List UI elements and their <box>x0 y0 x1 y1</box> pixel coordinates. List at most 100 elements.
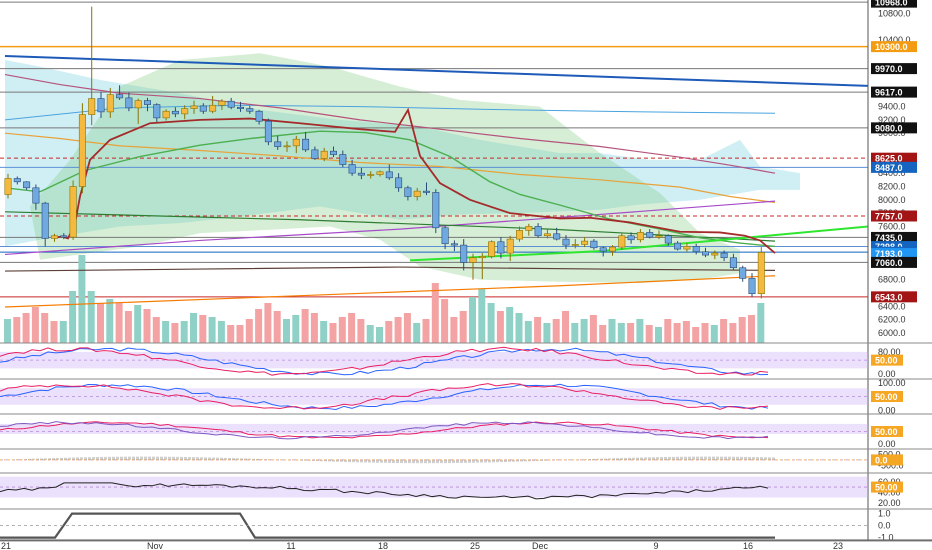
candle-body <box>441 227 449 245</box>
histogram-bar <box>324 459 327 462</box>
volume-bar <box>97 303 104 343</box>
volume-bar <box>22 313 30 343</box>
candle-body <box>171 110 179 115</box>
candle-body <box>32 187 40 204</box>
volume-bar <box>301 309 309 343</box>
candle-body <box>581 240 589 245</box>
candle-body <box>413 190 421 197</box>
volume-bar <box>487 303 495 343</box>
x-tick-label: 23 <box>833 541 843 550</box>
histogram-bar <box>716 456 719 460</box>
volume-bar <box>255 309 263 343</box>
histogram-bar <box>528 459 531 462</box>
signal-step-line <box>0 512 775 539</box>
price-label-box <box>871 291 917 303</box>
volume-bar <box>357 319 365 343</box>
histogram-bar <box>612 458 615 460</box>
histogram-bar <box>224 457 227 460</box>
histogram-bar <box>176 456 179 460</box>
histogram-bar <box>508 459 511 462</box>
histogram-bar <box>724 456 727 460</box>
histogram-bar <box>28 458 31 460</box>
price-label-text: 9970.0 <box>875 64 903 74</box>
volume-bar <box>422 319 430 343</box>
histogram-bar <box>344 459 347 462</box>
histogram-bar <box>244 458 247 460</box>
candle-body <box>13 178 21 183</box>
histogram-bar <box>24 459 27 460</box>
volume-bar <box>571 323 579 343</box>
candle-body <box>674 242 682 250</box>
price-label-box <box>871 241 917 253</box>
volume-bar <box>50 321 58 343</box>
y-tick-label: 10400.0 <box>878 35 911 45</box>
volume-bar <box>543 323 551 343</box>
volume-bar <box>283 319 290 343</box>
x-tick-label: 18 <box>378 541 388 550</box>
volume-bar <box>664 319 672 343</box>
x-tick-label: Nov <box>147 541 164 550</box>
histogram-bar <box>704 456 707 460</box>
price-label-text: 8625.0 <box>875 154 903 164</box>
price-label-text: 6543.0 <box>875 292 903 302</box>
price-label-text: 10968.0 <box>875 0 908 8</box>
histogram-bar <box>116 456 119 460</box>
histogram-bar <box>160 456 163 460</box>
histogram-bar <box>452 459 455 464</box>
volume-bar <box>217 321 225 343</box>
volume-bar <box>366 325 374 343</box>
histogram-bar <box>408 459 411 464</box>
histogram-bar <box>400 459 403 464</box>
histogram-bar <box>596 458 599 460</box>
price-label: 8625.0 <box>871 152 917 164</box>
candle-body <box>757 252 765 295</box>
volume-bar <box>599 325 607 343</box>
histogram-bar <box>516 459 519 462</box>
histogram-bar <box>36 458 39 460</box>
osc-tick-label: 100.00 <box>878 378 906 388</box>
candle-body <box>153 104 161 119</box>
histogram-bar <box>100 456 103 460</box>
osc-tick-label: 0.00 <box>878 439 896 449</box>
histogram-bar <box>396 459 399 464</box>
purple-trend-line <box>4 200 776 256</box>
histogram-bar <box>376 459 379 463</box>
histogram-bar <box>40 458 43 460</box>
volume-bar <box>329 323 337 343</box>
histogram-bar <box>632 457 635 460</box>
volume-bar <box>617 323 625 343</box>
histogram-bar <box>216 457 219 460</box>
histogram-bar <box>228 458 231 460</box>
y-tick-label: 6800.0 <box>878 275 906 285</box>
histogram-bar <box>708 456 711 460</box>
histogram-bar <box>660 457 663 460</box>
volume-bar <box>180 321 188 343</box>
histogram-bar <box>232 458 235 460</box>
price-label-text: 7193.0 <box>875 249 903 259</box>
price-label: 9080.0 <box>871 122 917 134</box>
candle-body <box>608 246 616 252</box>
y-tick-label: 8000.0 <box>878 195 906 205</box>
price-label: 8487.0 <box>871 161 917 173</box>
histogram-bar <box>208 457 211 460</box>
candle-body <box>590 240 598 249</box>
volume-bar <box>106 299 114 343</box>
candle-body <box>385 171 393 179</box>
histogram-bar <box>668 456 671 460</box>
y-tick-label: 9400.0 <box>878 102 906 112</box>
candle-body <box>515 230 523 240</box>
volume-bar <box>655 327 662 343</box>
histogram-bar <box>600 458 603 460</box>
volume-bar <box>729 323 737 343</box>
histogram-bar <box>236 458 239 460</box>
x-tick-label: Dec <box>532 541 549 550</box>
histogram-bar <box>696 456 699 460</box>
volume-bar <box>124 311 132 343</box>
histogram-bar <box>768 457 771 460</box>
histogram-bar <box>32 458 35 460</box>
histogram-bar <box>608 458 611 460</box>
rsi-line <box>0 482 769 500</box>
x-tick-label: 25 <box>470 541 480 550</box>
candle-body <box>571 244 579 246</box>
price-label: 7060.0 <box>871 256 917 268</box>
